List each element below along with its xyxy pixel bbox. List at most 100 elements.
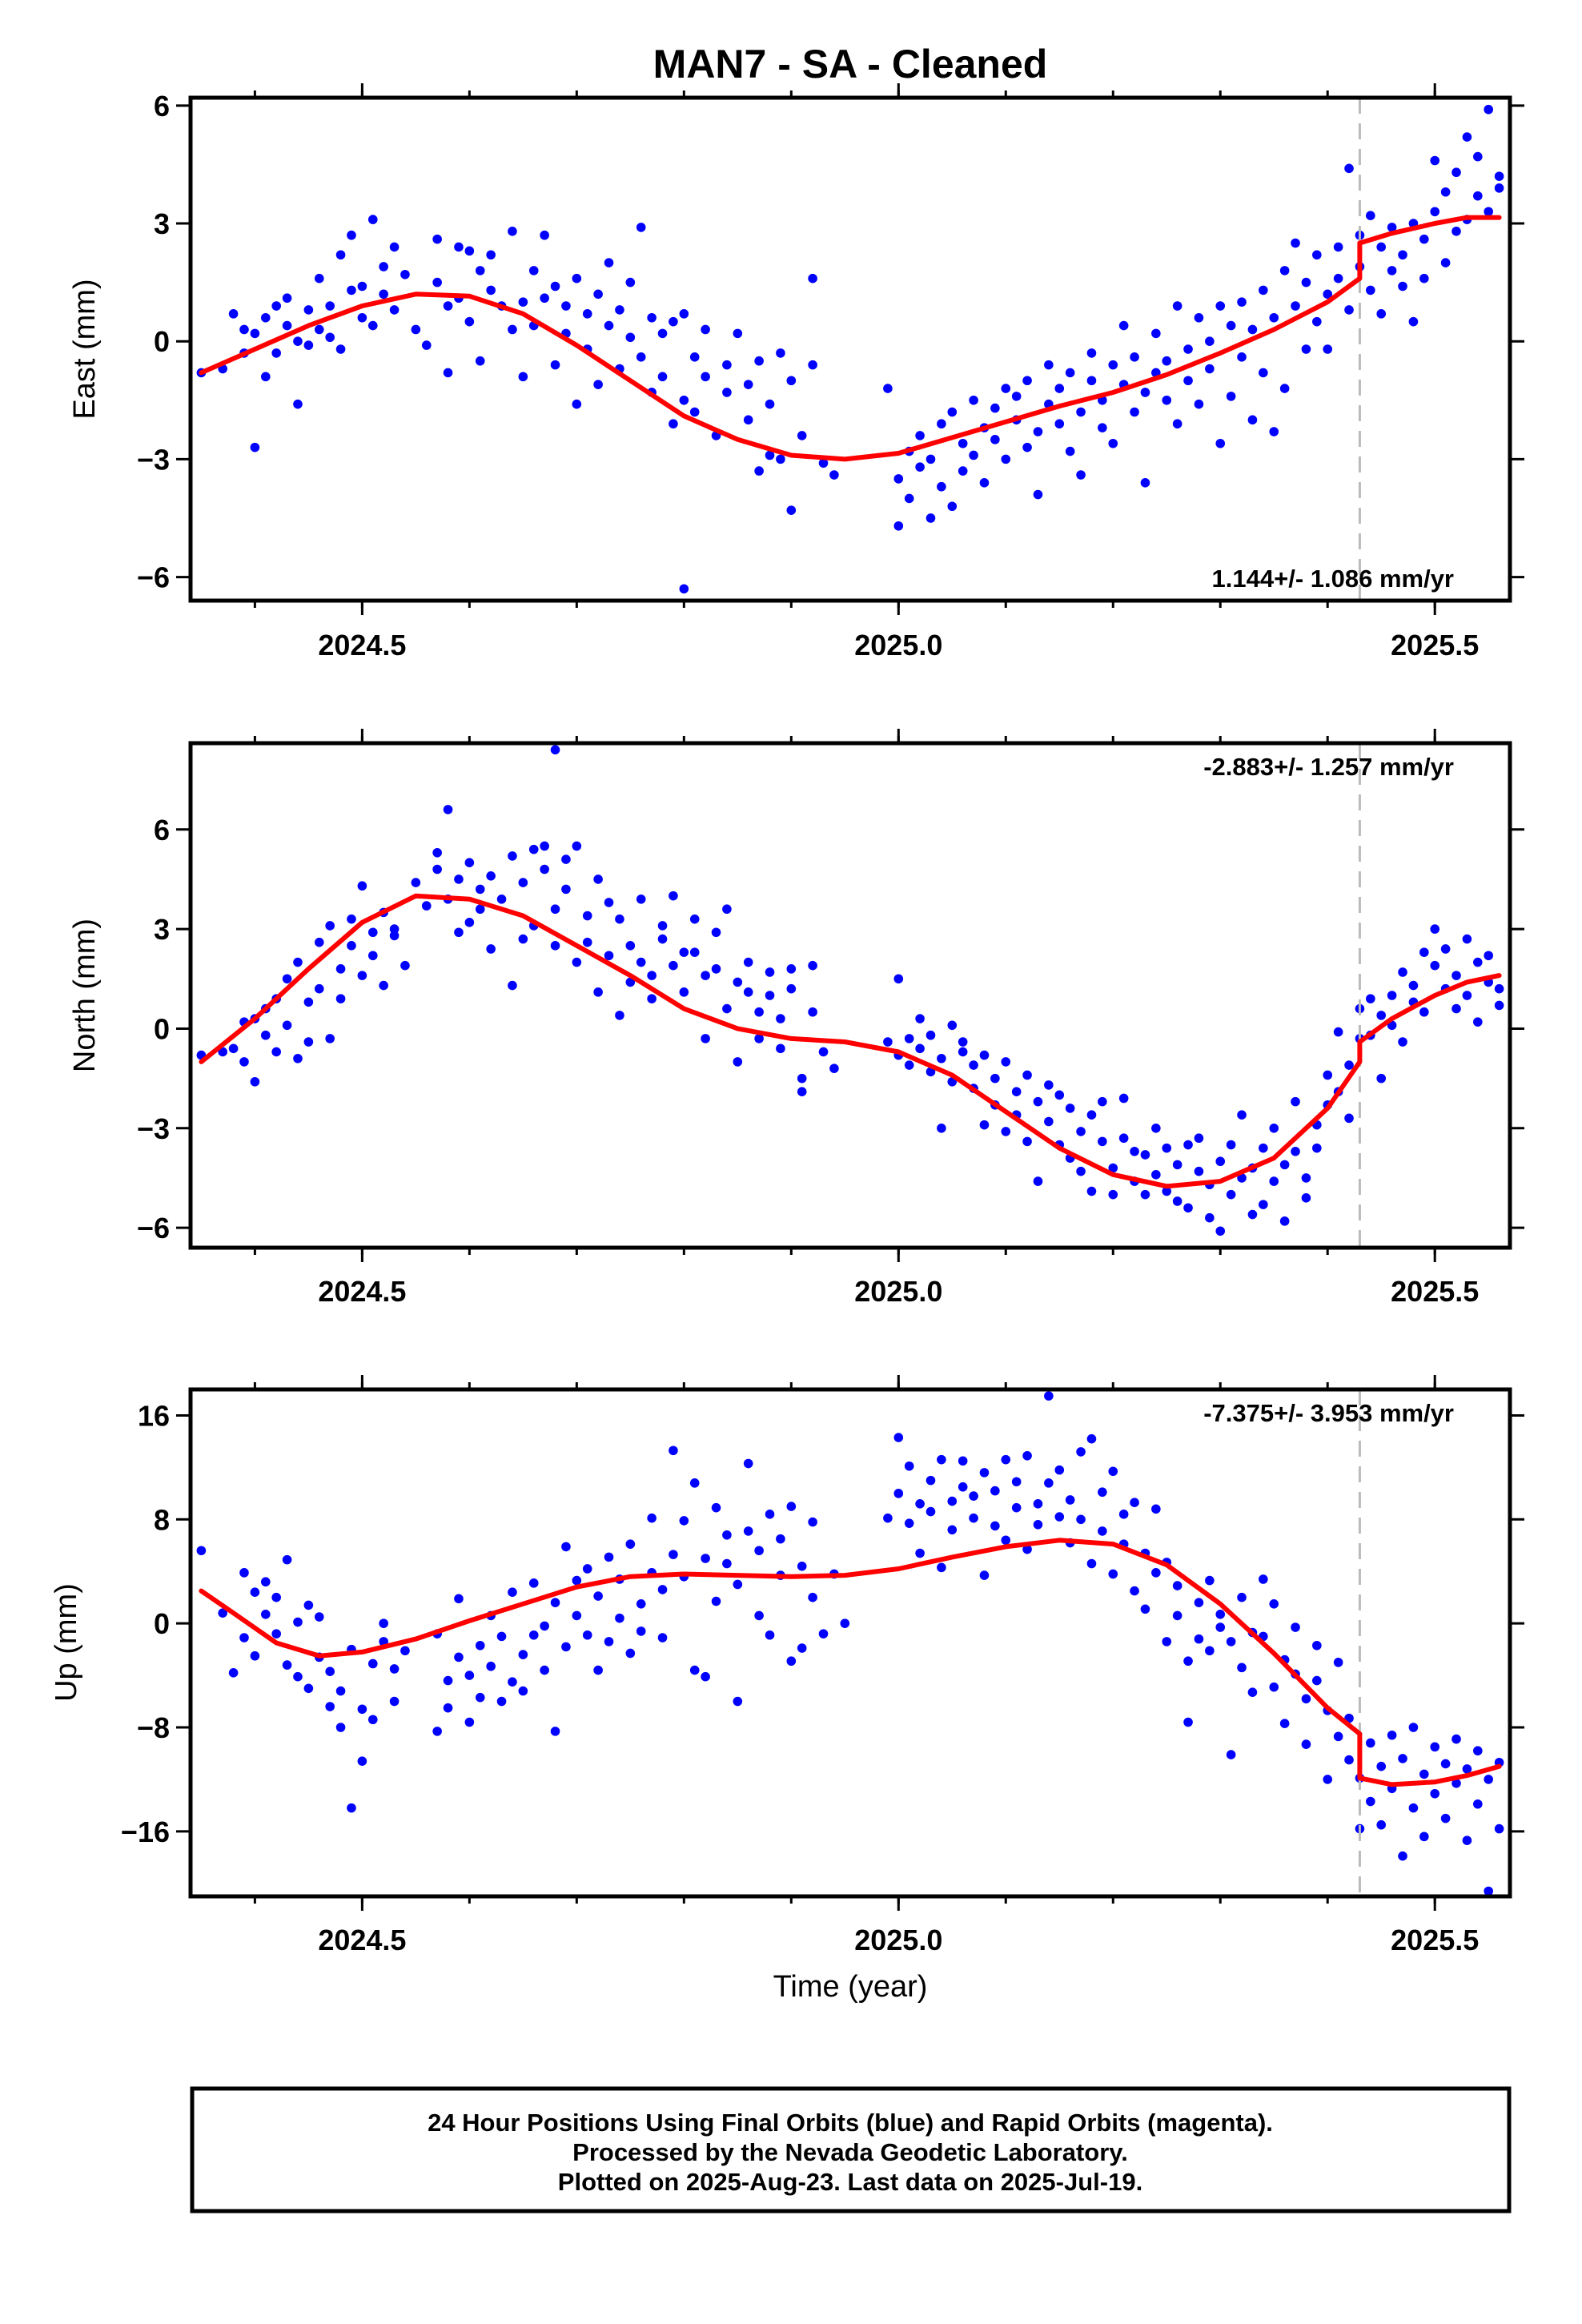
data-point — [1473, 1746, 1483, 1756]
data-point — [357, 1756, 367, 1766]
y-tick-label: 0 — [154, 325, 170, 358]
data-point — [733, 1057, 743, 1067]
x-axis-label: Time (year) — [773, 1970, 928, 2004]
data-point — [1076, 470, 1086, 480]
data-point — [904, 1461, 914, 1471]
data-point — [733, 1579, 743, 1590]
data-point — [1312, 250, 1322, 260]
data-point — [689, 352, 700, 362]
data-point — [1473, 1799, 1483, 1809]
data-point — [508, 1587, 517, 1597]
data-point — [937, 1562, 946, 1573]
data-point — [1344, 1755, 1354, 1765]
data-point — [1440, 258, 1451, 267]
data-point — [722, 1530, 732, 1540]
data-point — [1044, 1116, 1054, 1127]
data-point — [1226, 1189, 1236, 1200]
data-point — [1376, 1819, 1387, 1830]
data-point — [411, 878, 421, 887]
figure-title: MAN7 - SA - Cleaned — [653, 42, 1048, 86]
data-point — [271, 1592, 281, 1602]
data-point — [1333, 273, 1343, 283]
data-point — [669, 419, 678, 429]
data-point — [1098, 423, 1107, 432]
data-point — [1183, 344, 1193, 354]
data-point — [1291, 1096, 1300, 1107]
data-point — [250, 442, 260, 452]
data-point — [1279, 266, 1290, 275]
data-point — [432, 847, 442, 858]
y-axis-label: North (mm) — [68, 919, 102, 1072]
data-point — [475, 1640, 485, 1651]
data-point — [1162, 1186, 1172, 1196]
data-point — [593, 1591, 603, 1601]
data-point — [1183, 1717, 1193, 1727]
data-point — [711, 964, 721, 974]
data-point — [1452, 227, 1461, 236]
data-point — [239, 1633, 249, 1642]
data-point — [1172, 1610, 1182, 1621]
data-point — [379, 980, 388, 991]
data-point — [550, 1727, 560, 1736]
data-point — [282, 1554, 292, 1565]
data-point — [325, 921, 335, 931]
data-point — [926, 1475, 936, 1486]
data-point — [711, 1502, 721, 1513]
data-point — [1291, 238, 1300, 248]
data-point — [883, 1037, 893, 1047]
data-point — [1291, 1622, 1300, 1632]
y-tick-label: 6 — [154, 814, 170, 846]
footer-line-3: Plotted on 2025-Aug-23. Last data on 202… — [558, 2168, 1142, 2196]
data-point — [926, 513, 936, 523]
data-point — [540, 864, 549, 875]
data-point — [701, 971, 710, 980]
data-point — [722, 360, 732, 370]
data-point — [1430, 207, 1440, 217]
data-point — [325, 301, 335, 311]
data-point — [733, 1696, 743, 1707]
data-point — [636, 895, 646, 904]
data-point — [1215, 438, 1226, 448]
data-point — [1086, 348, 1097, 358]
data-point — [1462, 132, 1472, 142]
data-point — [1194, 1133, 1204, 1144]
data-point — [335, 1686, 346, 1696]
data-point — [615, 1613, 624, 1623]
data-point — [1001, 384, 1011, 393]
data-point — [572, 1575, 582, 1586]
data-point — [808, 360, 817, 370]
data-point — [711, 1596, 721, 1606]
data-point — [1226, 1750, 1236, 1759]
data-point — [582, 911, 592, 921]
y-tick-label: −16 — [121, 1815, 170, 1848]
data-point — [496, 1696, 507, 1707]
data-point — [647, 994, 656, 1003]
data-point — [454, 927, 464, 938]
data-point — [582, 1630, 592, 1640]
data-point — [411, 324, 421, 335]
x-tick-label: 2025.0 — [854, 629, 942, 661]
data-point — [1001, 1127, 1011, 1136]
data-point — [979, 1120, 990, 1130]
data-point — [454, 875, 464, 884]
data-point — [486, 250, 496, 260]
data-point — [1398, 1037, 1407, 1047]
data-point — [754, 1034, 764, 1043]
data-point — [271, 1629, 281, 1638]
data-point — [1076, 407, 1086, 417]
data-point — [357, 312, 367, 323]
data-point — [915, 1014, 925, 1023]
data-point — [421, 340, 432, 350]
data-point — [743, 1458, 753, 1469]
data-point — [400, 1646, 410, 1656]
data-point — [582, 1564, 592, 1574]
data-point — [1162, 1637, 1172, 1647]
data-point — [1108, 438, 1118, 448]
data-point — [765, 399, 775, 409]
data-point — [421, 901, 432, 911]
data-point — [1259, 1200, 1268, 1209]
data-point — [528, 1630, 539, 1640]
data-point — [701, 1554, 710, 1563]
data-point — [1344, 1060, 1354, 1070]
data-point — [1237, 297, 1247, 307]
